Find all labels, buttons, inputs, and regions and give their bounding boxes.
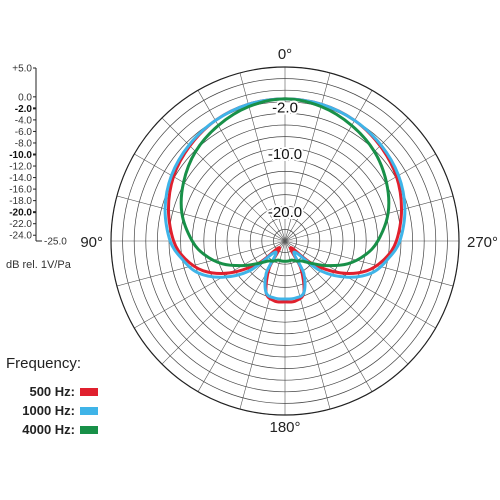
- scale-tick-label: -8.0: [15, 138, 33, 149]
- scale-tick-label: +5.0: [12, 64, 32, 75]
- angle-label: 90°: [80, 234, 103, 251]
- legend-label: 4000 Hz:: [22, 422, 75, 437]
- grid-spoke: [134, 240, 286, 329]
- grid-spoke: [134, 153, 286, 242]
- scale-tick-label: -22.0: [9, 219, 32, 230]
- scale-tick-label: -12.0: [9, 162, 32, 173]
- series-line: [179, 97, 391, 268]
- grid-spoke: [116, 195, 286, 242]
- grid-spoke: [239, 72, 286, 242]
- grid-ring: [273, 229, 297, 253]
- legend-swatch: [80, 425, 98, 434]
- grid-ring: [249, 205, 321, 277]
- angle-label: 270°: [467, 234, 498, 251]
- grid-spoke: [239, 240, 286, 410]
- grid-spoke: [284, 240, 436, 329]
- scale-tick-label: -6.0: [15, 127, 33, 138]
- series-line: [166, 97, 404, 304]
- legend-item: 1000 Hz:: [6, 401, 98, 420]
- legend-item: 500 Hz:: [6, 382, 98, 401]
- legend-item: 4000 Hz:: [6, 420, 98, 439]
- scale-tick-label: -18.0: [9, 196, 32, 207]
- ring-label: -10.0: [268, 146, 302, 163]
- ring-labels: -2.0 -10.0 -20.0: [266, 98, 304, 223]
- outer-ring: [110, 66, 460, 416]
- series-lines: [163, 97, 407, 304]
- angle-label: 180°: [269, 419, 300, 436]
- grid-ring: [180, 136, 390, 346]
- legend-label: 1000 Hz:: [22, 403, 75, 418]
- grid-spoke: [284, 117, 409, 242]
- grid-ring: [122, 78, 448, 404]
- scale-tick-label: -20.0: [9, 208, 32, 219]
- grid-spoke: [284, 153, 436, 242]
- grid-ring: [133, 89, 437, 393]
- scale-unit-label: dB rel. 1V/Pa: [6, 259, 72, 271]
- legend: Frequency: 500 Hz: 1000 Hz: 4000 Hz:: [6, 355, 126, 439]
- legend-label: 500 Hz:: [29, 384, 75, 399]
- db-scale: +5.00.0-2.0-4.0-6.0-8.0-10.0-12.0-14.0-1…: [9, 64, 67, 248]
- scale-tick-label: -2.0: [15, 104, 33, 115]
- grid-ring: [261, 217, 309, 265]
- legend-items: 500 Hz: 1000 Hz: 4000 Hz:: [6, 382, 126, 439]
- scale-tick-label: 0.0: [18, 92, 32, 103]
- grid-ring: [203, 159, 367, 323]
- angle-labels: 0° 90° 180° 270°: [80, 46, 498, 436]
- scale-tick-label: -4.0: [15, 115, 33, 126]
- legend-swatch: [80, 406, 98, 415]
- grid-spoke: [197, 90, 286, 242]
- legend-title: Frequency:: [6, 355, 82, 372]
- grid-ring: [238, 194, 332, 288]
- grid-spoke: [284, 240, 331, 410]
- angle-label: 0°: [278, 46, 292, 63]
- polar-grid: [110, 66, 460, 416]
- ring-label: -20.0: [268, 204, 302, 221]
- scale-tick-label: -10.0: [9, 150, 32, 161]
- grid-spoke: [161, 117, 286, 242]
- series-line: [163, 97, 407, 301]
- legend-swatch: [80, 387, 98, 396]
- scale-tick-label: -24.0: [9, 231, 32, 242]
- grid-ring: [215, 171, 355, 311]
- grid-spoke: [284, 90, 373, 242]
- ring-label: -2.0: [272, 100, 298, 117]
- grid-ring: [157, 113, 413, 369]
- scale-tick-label: -14.0: [9, 173, 32, 184]
- scale-tick-label: -16.0: [9, 185, 32, 196]
- grid-spoke: [284, 240, 454, 287]
- grid-ring: [145, 101, 425, 381]
- grid-spoke: [116, 240, 286, 287]
- grid-spoke: [284, 72, 331, 242]
- grid-spoke: [284, 195, 454, 242]
- scale-tick-label: -25.0: [44, 237, 67, 248]
